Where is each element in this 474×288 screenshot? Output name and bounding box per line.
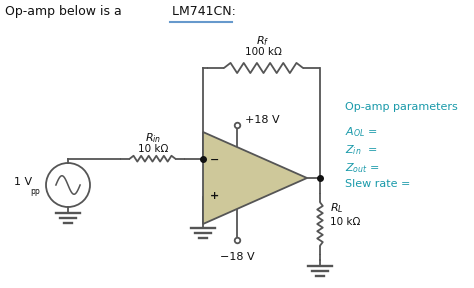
Text: $R_{in}$: $R_{in}$	[145, 131, 161, 145]
Text: $Z_{in}$  =: $Z_{in}$ =	[345, 143, 377, 157]
Polygon shape	[203, 132, 307, 224]
Text: +: +	[210, 191, 219, 201]
Text: $A_{OL}$ =: $A_{OL}$ =	[345, 125, 378, 139]
Text: Op-amp below is a: Op-amp below is a	[5, 5, 122, 18]
Text: +18 V: +18 V	[245, 115, 280, 125]
Text: $R_L$: $R_L$	[330, 201, 344, 215]
Text: pp: pp	[30, 187, 40, 196]
Text: 10 kΩ: 10 kΩ	[330, 217, 360, 227]
Text: $Z_{out}$ =: $Z_{out}$ =	[345, 161, 380, 175]
Text: Slew rate =: Slew rate =	[345, 179, 410, 189]
Text: $R_f$: $R_f$	[256, 34, 270, 48]
Text: 10 kΩ: 10 kΩ	[138, 144, 168, 154]
Text: LM741CN:: LM741CN:	[168, 5, 236, 18]
Text: 1 V: 1 V	[14, 177, 32, 187]
Text: Op-amp parameters: Op-amp parameters	[345, 102, 458, 112]
Text: −: −	[210, 155, 219, 165]
Text: 100 kΩ: 100 kΩ	[245, 47, 282, 57]
Text: −18 V: −18 V	[219, 252, 255, 262]
